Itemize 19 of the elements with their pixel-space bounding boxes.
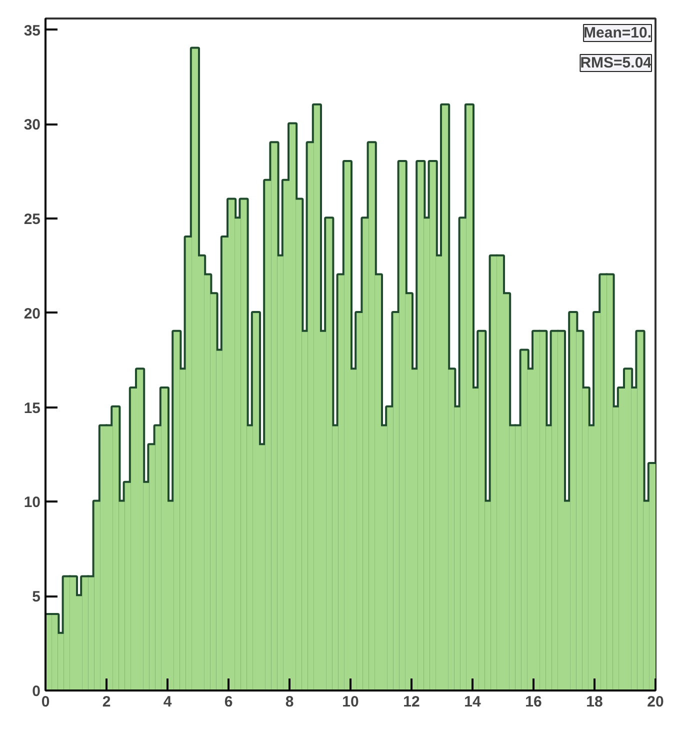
- y-tick-label: 30: [24, 116, 41, 134]
- y-tick-label: 25: [24, 211, 41, 228]
- y-tick-label: 35: [24, 22, 41, 40]
- x-tick-label: 20: [647, 694, 664, 710]
- x-tick-label: 14: [464, 694, 482, 710]
- y-tick-label: 10: [24, 494, 41, 512]
- x-tick-label: 2: [102, 694, 111, 710]
- y-tick-label: 20: [24, 305, 41, 322]
- x-tick-label: 4: [163, 694, 172, 710]
- x-tick-label: 18: [586, 694, 603, 710]
- x-tick-label: 12: [403, 694, 420, 710]
- y-tick-label: 5: [32, 588, 40, 606]
- x-tick-label: 8: [285, 694, 294, 710]
- x-tick-label: 6: [224, 694, 233, 710]
- x-tick-label: 16: [525, 694, 542, 710]
- annotation: Mean=10.: [584, 24, 652, 42]
- x-tick-label: 10: [342, 694, 359, 710]
- y-tick-label: 0: [32, 683, 40, 700]
- y-tick-label: 15: [24, 400, 41, 417]
